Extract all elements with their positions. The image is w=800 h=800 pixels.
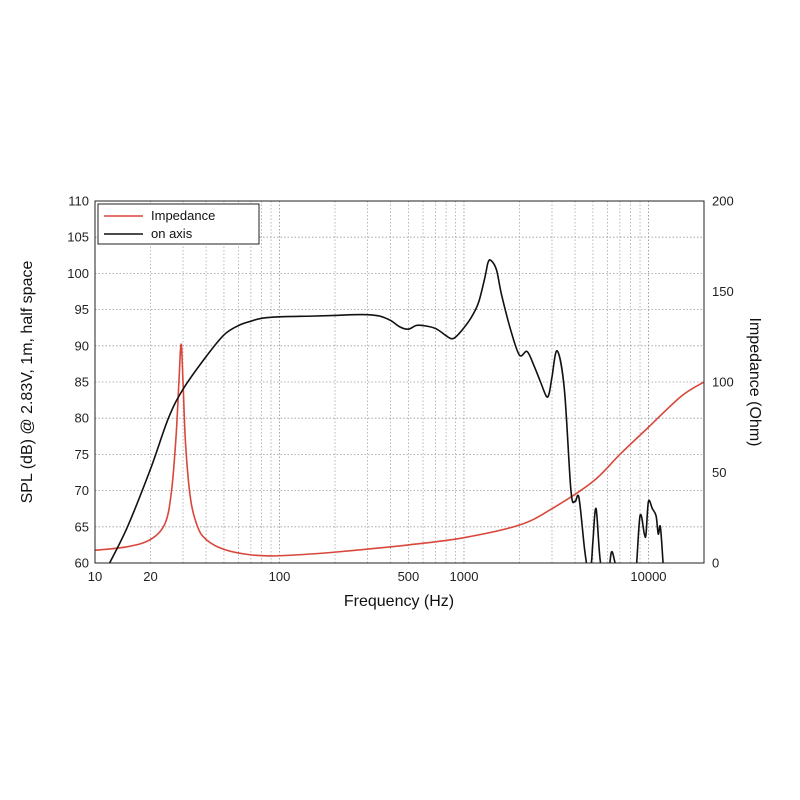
legend: Impedance on axis <box>97 203 260 245</box>
plot-frame <box>94 200 705 564</box>
x-tick-label: 10000 <box>630 569 666 584</box>
y-right-tick-label: 100 <box>712 375 734 390</box>
y-left-tick-label: 75 <box>75 447 89 462</box>
grid <box>95 201 704 563</box>
x-tick-label: 500 <box>398 569 420 584</box>
tick-labels: 10 20 100 500 1000 10000606570758085909510010… <box>67 194 733 585</box>
y-left-tick-label: 100 <box>67 266 89 281</box>
series-line-on-axis <box>108 258 664 563</box>
y-right-tick-label: 200 <box>712 194 734 209</box>
y-right-tick-label: 150 <box>712 284 734 299</box>
y-right-tick-label: 0 <box>712 556 719 571</box>
series-line-impedance <box>95 343 704 557</box>
x-tick-label: 10 <box>88 569 102 584</box>
legend-label-impedance: Impedance <box>151 208 215 223</box>
x-axis-label: Frequency (Hz) <box>344 593 454 610</box>
y-left-tick-label: 90 <box>75 338 89 353</box>
x-tick-label: 20 <box>143 569 157 584</box>
y-left-tick-label: 105 <box>67 230 89 245</box>
y-left-tick-label: 95 <box>75 302 89 317</box>
legend-box <box>97 203 260 245</box>
series-layer <box>95 258 704 563</box>
y-left-tick-label: 80 <box>75 411 89 426</box>
y-left-tick-label: 70 <box>75 483 89 498</box>
x-tick-label: 1000 <box>450 569 479 584</box>
x-tick-label: 100 <box>269 569 291 584</box>
y-left-tick-label: 60 <box>75 556 89 571</box>
y-right-axis-label: Impedance (Ohm) <box>746 318 763 447</box>
y-left-tick-label: 110 <box>68 194 89 209</box>
y-right-tick-label: 50 <box>712 465 726 480</box>
y-left-axis-label: SPL (dB) @ 2.83V, 1m, half space <box>19 261 36 504</box>
y-left-tick-label: 65 <box>75 519 89 534</box>
legend-label-on-axis: on axis <box>151 226 193 241</box>
y-left-tick-label: 85 <box>75 375 89 390</box>
